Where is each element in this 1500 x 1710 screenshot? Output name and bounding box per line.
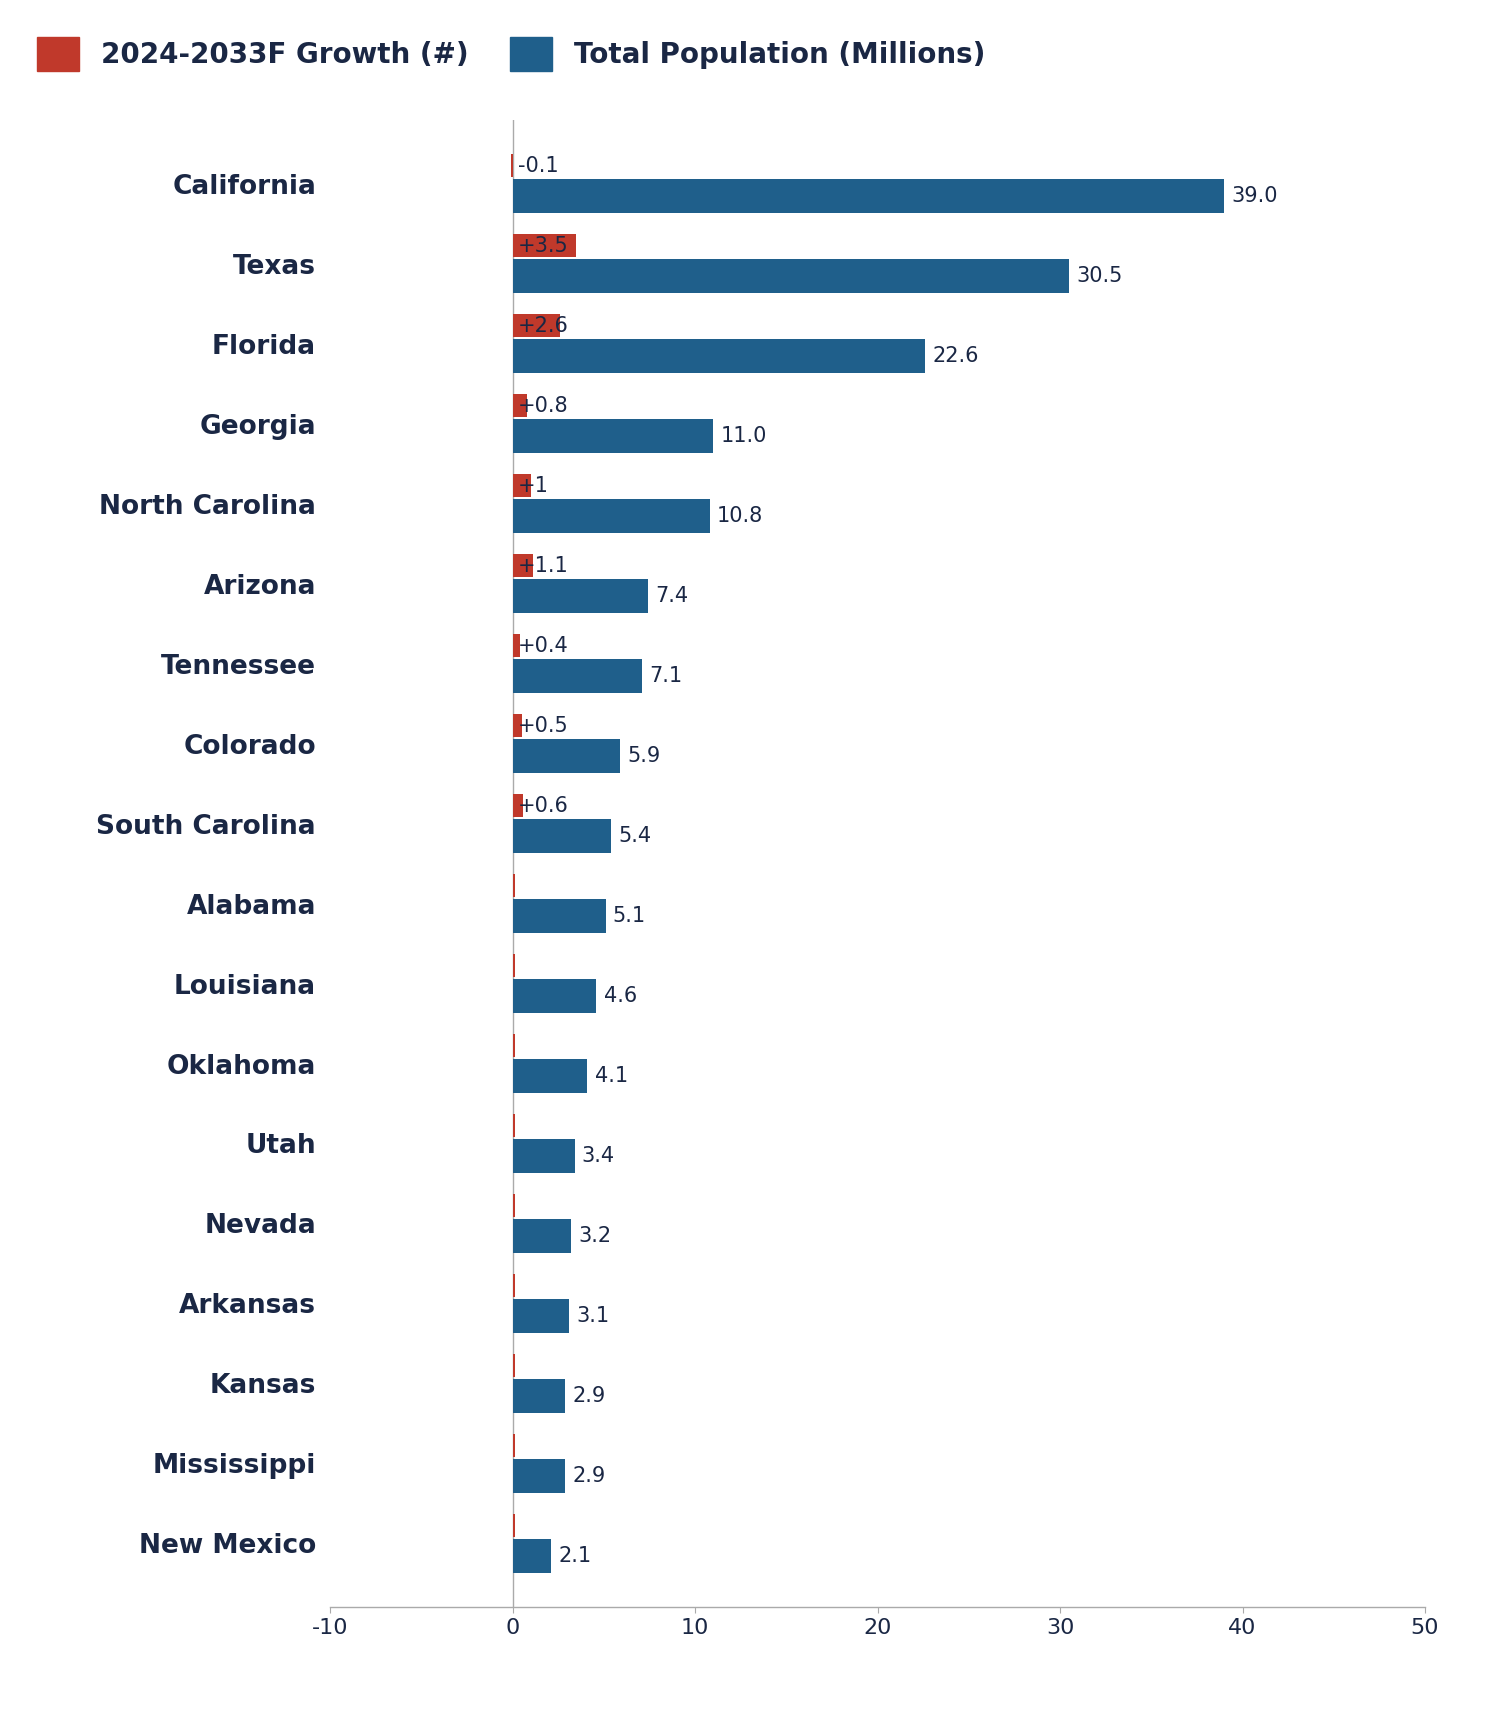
Text: 39.0: 39.0 [1232, 186, 1278, 207]
Text: +0.8: +0.8 [518, 395, 568, 416]
Text: -0.1: -0.1 [518, 156, 558, 176]
Bar [513, 339, 926, 373]
Bar [513, 1194, 514, 1218]
Text: +0.4: +0.4 [518, 636, 568, 655]
Bar [513, 658, 642, 693]
Bar [513, 474, 531, 498]
Bar [513, 1035, 514, 1057]
Bar [513, 1354, 514, 1377]
Text: +0.6: +0.6 [518, 795, 568, 816]
Bar [513, 1300, 568, 1332]
Text: 11.0: 11.0 [720, 426, 766, 446]
Bar [513, 1139, 574, 1173]
Text: +1: +1 [518, 475, 549, 496]
Text: 10.8: 10.8 [717, 506, 764, 527]
Bar [513, 315, 560, 337]
Bar [513, 715, 522, 737]
Text: +1.1: +1.1 [518, 556, 568, 576]
Legend: 2024-2033F Growth (#), Total Population (Millions): 2024-2033F Growth (#), Total Population … [38, 38, 986, 70]
Bar [513, 1115, 514, 1137]
Bar [513, 954, 514, 976]
Bar [513, 1274, 514, 1296]
Bar [513, 260, 1070, 292]
Text: 5.4: 5.4 [618, 826, 651, 846]
Text: 30.5: 30.5 [1077, 267, 1124, 286]
Bar [513, 499, 709, 534]
Bar [513, 795, 523, 817]
Text: 3.2: 3.2 [578, 1226, 612, 1247]
Text: +0.5: +0.5 [518, 715, 568, 735]
Text: 2.1: 2.1 [558, 1546, 591, 1566]
Text: 2.9: 2.9 [573, 1385, 606, 1406]
Bar [513, 980, 597, 1012]
Text: 4.6: 4.6 [603, 987, 638, 1005]
Bar [513, 554, 532, 576]
Bar [513, 1515, 514, 1537]
Text: 7.4: 7.4 [656, 587, 688, 605]
Text: 3.1: 3.1 [576, 1306, 609, 1325]
Bar [513, 580, 648, 612]
Bar [513, 874, 514, 896]
Bar [513, 395, 526, 417]
Bar [513, 634, 520, 657]
Text: 7.1: 7.1 [650, 665, 682, 686]
Text: 5.9: 5.9 [627, 746, 660, 766]
Bar [513, 1378, 566, 1412]
Bar [513, 180, 1224, 212]
Bar [513, 1435, 514, 1457]
Bar [513, 899, 606, 932]
Bar [513, 1459, 566, 1493]
Text: 22.6: 22.6 [932, 345, 978, 366]
Text: 5.1: 5.1 [614, 906, 646, 925]
Bar [513, 1219, 572, 1253]
Bar [513, 1539, 550, 1573]
Bar [513, 419, 714, 453]
Text: 2.9: 2.9 [573, 1465, 606, 1486]
Text: +2.6: +2.6 [518, 316, 568, 335]
Bar [513, 819, 610, 853]
Text: 4.1: 4.1 [594, 1065, 627, 1086]
Bar [510, 154, 513, 176]
Text: 3.4: 3.4 [582, 1146, 615, 1166]
Bar [513, 234, 576, 256]
Bar [513, 1058, 588, 1093]
Bar [513, 739, 619, 773]
Text: +3.5: +3.5 [518, 236, 568, 256]
